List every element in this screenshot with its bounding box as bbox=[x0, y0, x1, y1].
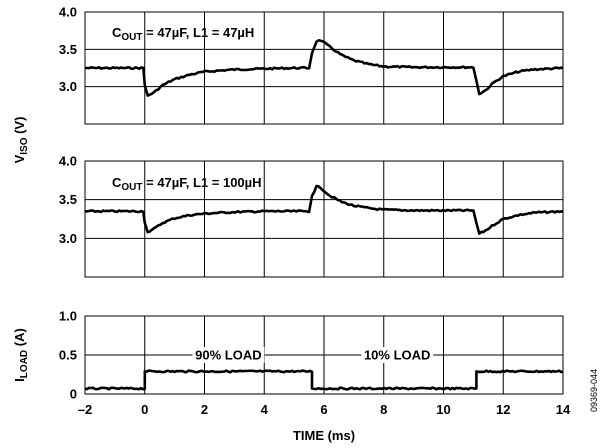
y-tick-label: 3.0 bbox=[59, 231, 77, 246]
x-tick-label: 4 bbox=[261, 402, 269, 417]
x-tick-label: 6 bbox=[320, 402, 327, 417]
x-axis-ticks: –2 0 2 4 6 8 10 12 14 bbox=[78, 402, 571, 417]
x-tick-label: 14 bbox=[556, 402, 571, 417]
y-tick-label: 3.5 bbox=[59, 192, 77, 207]
annotation-backing bbox=[361, 347, 434, 363]
panel-bottom-yticks: 1.0 0.5 0 bbox=[59, 309, 77, 402]
x-tick-label: 8 bbox=[380, 402, 387, 417]
panel-bottom-grid bbox=[85, 316, 563, 394]
panel-top-yticks: 4.0 3.5 3.0 bbox=[59, 5, 77, 95]
panel-bottom-trace bbox=[84, 369, 564, 391]
y-axis-label-bottom: ILOAD (A) bbox=[12, 328, 30, 382]
panel-middle-trace bbox=[85, 184, 564, 235]
x-tick-label: 10 bbox=[436, 402, 450, 417]
y-tick-label: 4.0 bbox=[59, 154, 77, 169]
panel-bottom-annotations: 90% LOAD 10% LOAD bbox=[192, 347, 434, 363]
panel-middle-grid bbox=[85, 161, 563, 277]
panel-middle-annotation: COUT = 47µF, L1 = 100µH bbox=[112, 175, 262, 193]
panel-middle-yticks: 4.0 3.5 3.0 bbox=[59, 154, 77, 246]
load-annotation: 10% LOAD bbox=[364, 348, 430, 363]
y-tick-label: 3.5 bbox=[59, 42, 77, 57]
panel-top-trace bbox=[85, 39, 564, 97]
y-tick-label: 1.0 bbox=[59, 309, 77, 324]
panel-top-annotation: COUT = 47µF, L1 = 47µH bbox=[112, 25, 254, 43]
x-axis-label: TIME (ms) bbox=[293, 428, 355, 443]
panel-top-grid bbox=[85, 12, 563, 124]
x-tick-label: 12 bbox=[496, 402, 510, 417]
panel-top: 4.0 3.5 3.0 COUT = 47µF, L1 = 47µH bbox=[59, 5, 564, 125]
y-tick-label: 0.5 bbox=[59, 348, 77, 363]
panel-bottom: 1.0 0.5 0 90% LOAD 10% LOAD bbox=[59, 309, 564, 402]
x-tick-label: 2 bbox=[201, 402, 208, 417]
panel-middle: 4.0 3.5 3.0 COUT = 47µF, L1 = 100µH bbox=[59, 154, 564, 278]
y-tick-label: 3.0 bbox=[59, 79, 77, 94]
y-tick-label: 4.0 bbox=[59, 5, 77, 20]
x-tick-label: 0 bbox=[141, 402, 148, 417]
figure-id: 09369-044 bbox=[589, 369, 599, 412]
x-tick-label: –2 bbox=[78, 402, 92, 417]
y-tick-label: 0 bbox=[70, 387, 77, 402]
annotation-backing bbox=[192, 347, 265, 363]
load-annotation: 90% LOAD bbox=[195, 348, 261, 363]
y-axis-label-top: VISO (V) bbox=[12, 117, 30, 164]
